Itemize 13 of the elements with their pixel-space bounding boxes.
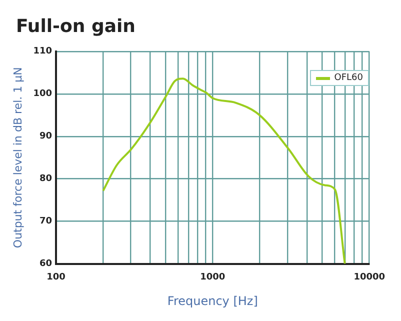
x-tick-label: 10000 [354,272,385,283]
x-tick-label: 100 [46,272,66,283]
y-tick-label: 90 [39,132,52,142]
y-tick-label: 70 [39,216,52,227]
y-tick-label: 110 [33,46,52,57]
y-tick-label: 80 [39,174,52,184]
y-axis-title: Output force level in dB rel. 1 µN [11,67,24,248]
legend-label: OFL60 [334,73,363,83]
x-tick-label: 1000 [200,272,226,283]
x-axis-title: Frequency [Hz] [167,294,258,308]
y-tick-label: 100 [33,89,52,100]
y-tick-label: 60 [39,259,52,270]
chart-title: Full-on gain [15,15,136,39]
